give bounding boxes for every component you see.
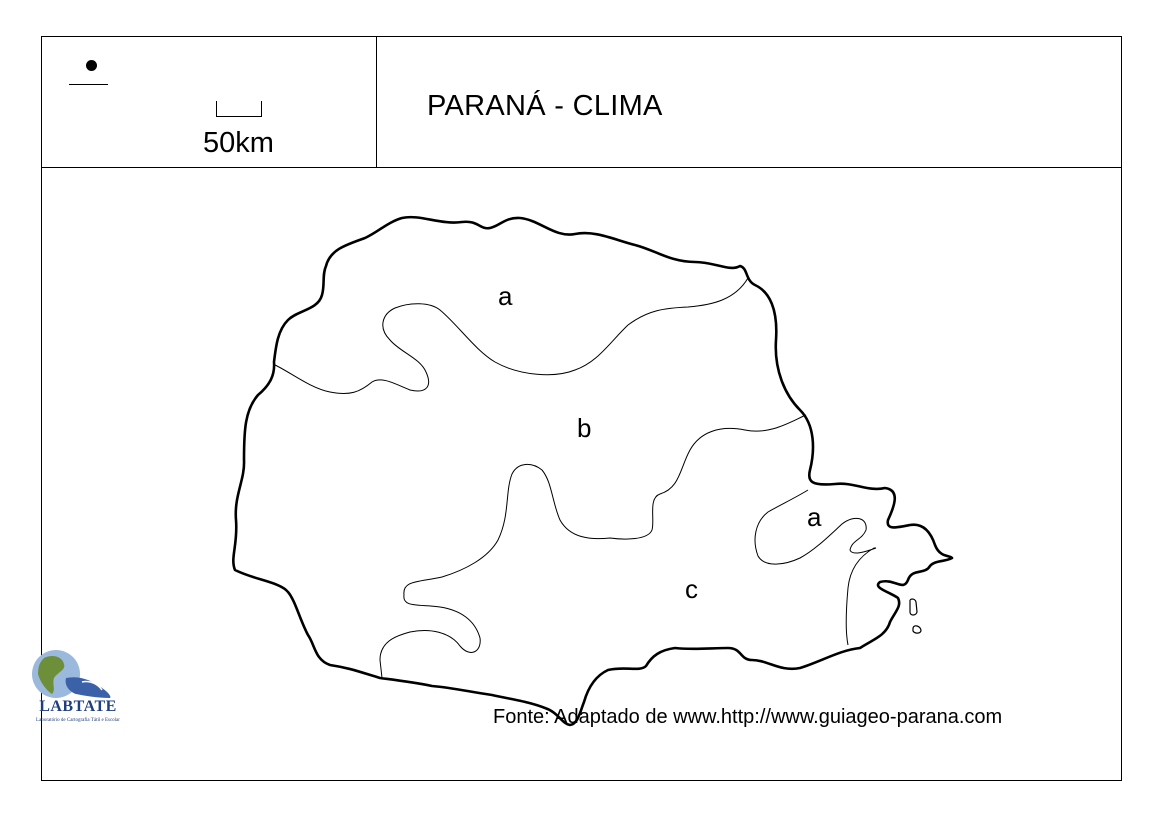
state-outline <box>232 215 954 727</box>
region-label-south: c <box>685 574 698 604</box>
scale-label: 50km <box>203 127 274 159</box>
climate-boundary-south <box>379 414 807 679</box>
region-label-coast: a <box>807 502 822 532</box>
region-label-center: b <box>577 413 591 443</box>
island-2 <box>912 625 922 634</box>
logo-subtitle: Laboratório de Cartografia Tátil e Escol… <box>36 718 120 723</box>
scale-bar <box>216 101 262 117</box>
climate-boundary-north <box>274 277 749 395</box>
climate-boundary-coast <box>754 489 877 646</box>
island-1 <box>909 598 918 616</box>
region-label-north: a <box>498 281 513 311</box>
map-frame: 50km PARANÁ - CLIMA <box>41 36 1122 781</box>
globe-hand-icon <box>32 650 111 698</box>
legend-divider <box>376 37 377 167</box>
north-arrow-dot-icon <box>86 60 97 71</box>
north-arrow-line <box>69 84 108 85</box>
map-title: PARANÁ - CLIMA <box>427 90 663 122</box>
map-source: Fonte: Adaptado de www.http://www.guiage… <box>493 706 1003 728</box>
labtate-logo: LABTATE Laboratório de Cartografia Tátil… <box>24 640 142 730</box>
header-divider <box>42 167 1121 168</box>
logo-name: LABTATE <box>39 698 117 715</box>
